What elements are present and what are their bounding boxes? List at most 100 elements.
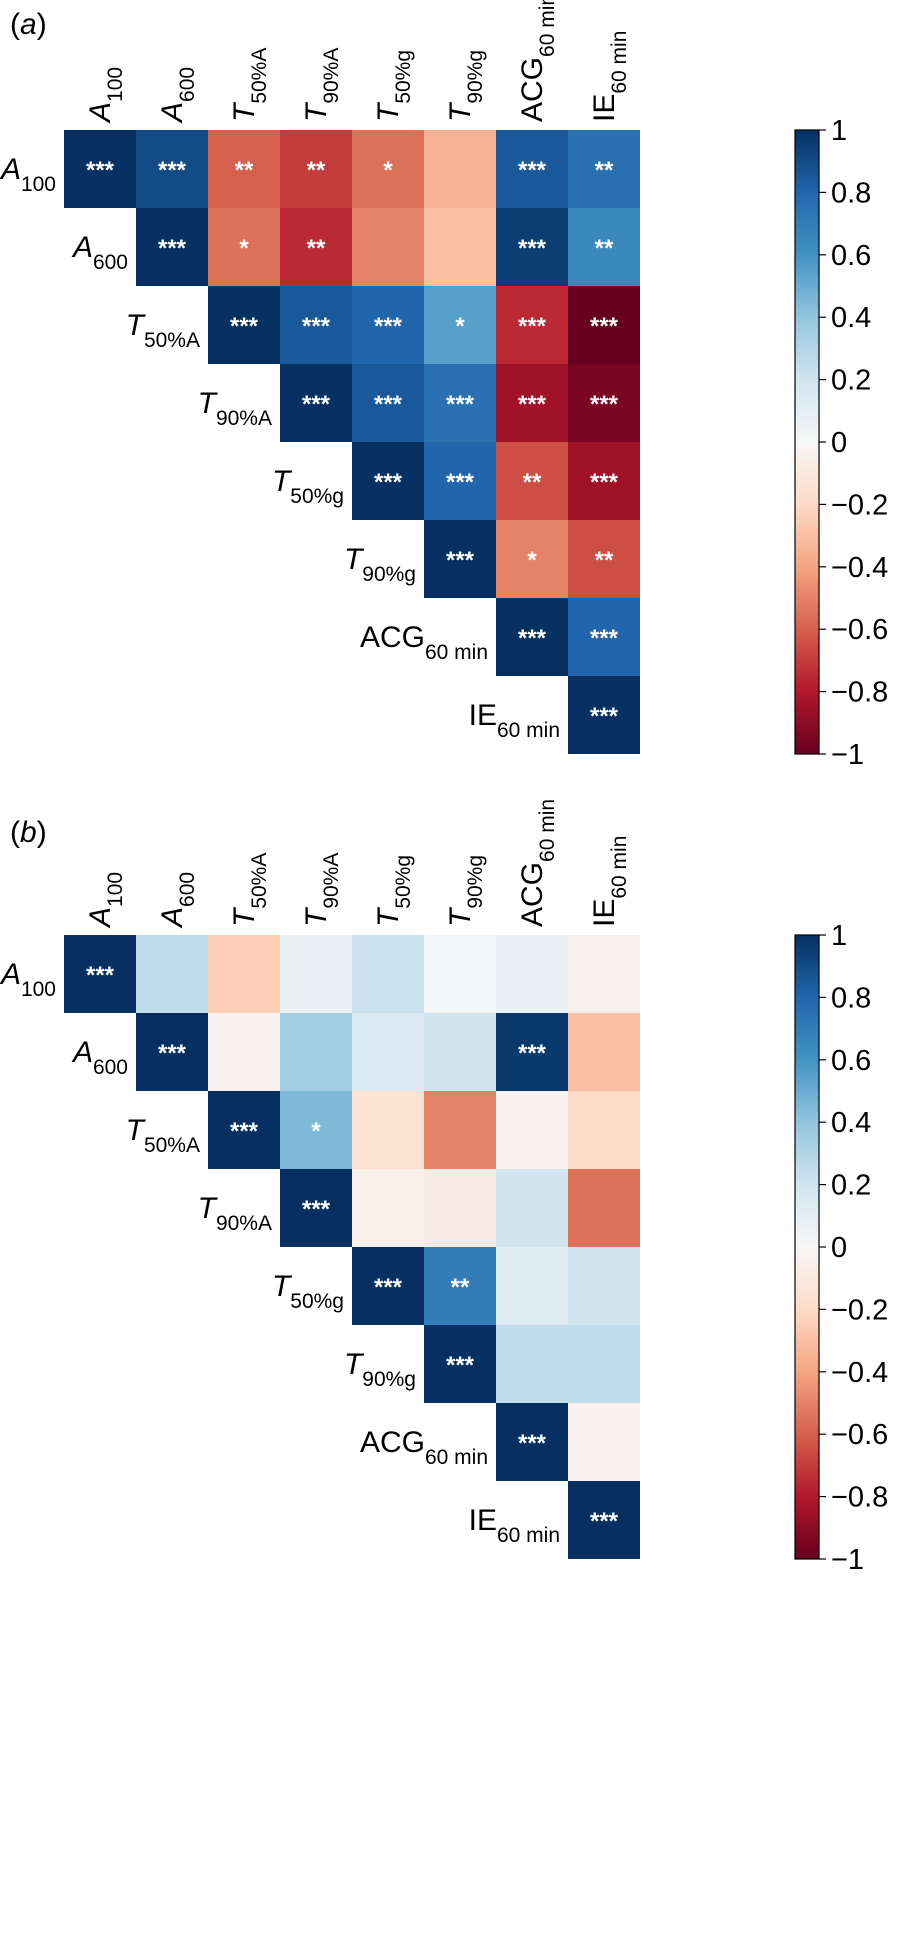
colorbar-tick-label: −0.2: [831, 489, 888, 521]
row-label: ACG60 min: [360, 1426, 488, 1469]
colorbar-tick-label: −1: [831, 1544, 864, 1576]
significance-stars: ***: [158, 157, 187, 184]
heatmap-cell: [568, 520, 640, 598]
significance-stars: ***: [590, 469, 619, 496]
colorbar-tick-label: 0.4: [831, 1107, 871, 1139]
row-label: T90%A: [198, 1192, 272, 1235]
heatmap-cell: [424, 364, 496, 442]
heatmap-cell: [568, 1013, 640, 1091]
heatmap-cell: [496, 442, 568, 520]
heatmap-cell: [568, 1325, 640, 1403]
colorbar-tick-label: 0.4: [831, 302, 871, 334]
colorbar-tick-label: 0.8: [831, 982, 871, 1014]
significance-stars: ***: [302, 313, 331, 340]
heatmap-cell: [424, 442, 496, 520]
row-label: A100: [0, 958, 56, 1001]
heatmap-cell: [208, 1091, 280, 1169]
heatmap-cell: [568, 286, 640, 364]
row-label: T50%A: [126, 1114, 200, 1157]
significance-stars: *: [455, 313, 465, 340]
heatmap-cell: [352, 1247, 424, 1325]
colorbar-tick-label: −0.2: [831, 1294, 888, 1326]
heatmap-cell: [496, 1403, 568, 1481]
significance-stars: *: [239, 235, 249, 262]
heatmap-cell: [352, 130, 424, 208]
heatmap-cell: [424, 208, 496, 286]
heatmap-cell: [208, 130, 280, 208]
row-label: T50%A: [126, 309, 200, 352]
colorbar-tick-label: −0.6: [831, 1419, 888, 1451]
heatmap-cell: [352, 442, 424, 520]
heatmap-cell: [136, 1013, 208, 1091]
heatmap-cell: [568, 364, 640, 442]
heatmap-cell: [568, 935, 640, 1013]
colorbar-tick-label: 0.2: [831, 365, 871, 397]
colorbar-tick-label: 0.6: [831, 1045, 871, 1077]
heatmap-cell: [352, 1169, 424, 1247]
heatmap-cell: [496, 1325, 568, 1403]
colorbar-tick-label: −0.6: [831, 614, 888, 646]
column-label: T90%A: [300, 853, 343, 927]
heatmap-cell: [208, 935, 280, 1013]
significance-stars: ***: [518, 313, 547, 340]
heatmap-cell: [352, 935, 424, 1013]
significance-stars: **: [307, 235, 326, 262]
heatmap-cell: [424, 130, 496, 208]
heatmap-cell: [496, 130, 568, 208]
row-label: A600: [71, 231, 128, 274]
heatmap-cell: [424, 1247, 496, 1325]
row-label: T90%g: [344, 543, 416, 586]
significance-stars: ***: [590, 391, 619, 418]
row-label: T50%g: [272, 465, 344, 508]
heatmap-cell: [568, 130, 640, 208]
heatmap-cell: [568, 1169, 640, 1247]
significance-stars: ***: [590, 313, 619, 340]
heatmap-cell: [568, 1247, 640, 1325]
significance-stars: **: [595, 235, 614, 262]
column-label: A100: [84, 67, 127, 124]
colorbar-tick-label: 0.6: [831, 240, 871, 272]
row-label: IE60 min: [469, 699, 560, 742]
significance-stars: **: [523, 469, 542, 496]
column-label: IE60 min: [588, 836, 631, 927]
significance-stars: ***: [518, 625, 547, 652]
heatmap-cell: [280, 935, 352, 1013]
heatmap-cell: [424, 935, 496, 1013]
significance-stars: **: [595, 547, 614, 574]
heatmap-cell: [496, 208, 568, 286]
heatmap-cell: [208, 208, 280, 286]
heatmap-cell: [496, 1247, 568, 1325]
heatmap-cell: [280, 130, 352, 208]
heatmap-cell: [352, 208, 424, 286]
colorbar-tick-label: −0.4: [831, 552, 888, 584]
heatmap-cell: [280, 1091, 352, 1169]
significance-stars: ***: [446, 1352, 475, 1379]
colorbar-tick-label: 0: [831, 427, 847, 459]
heatmap-cell: [352, 1013, 424, 1091]
row-label: A600: [71, 1036, 128, 1079]
heatmap-cell: [280, 286, 352, 364]
colorbar-tick-label: −1: [831, 739, 864, 771]
column-label: A600: [156, 872, 199, 929]
significance-stars: ***: [86, 157, 115, 184]
heatmap-cell: [352, 286, 424, 364]
heatmap-cell: [424, 1091, 496, 1169]
significance-stars: ***: [518, 1040, 547, 1067]
significance-stars: ***: [374, 469, 403, 496]
heatmap-cell: [280, 364, 352, 442]
significance-stars: *: [383, 157, 393, 184]
heatmap-cell: [568, 442, 640, 520]
heatmap-cell: [280, 1013, 352, 1091]
heatmap-cell: [568, 208, 640, 286]
significance-stars: ***: [518, 235, 547, 262]
heatmap-cell: [568, 1403, 640, 1481]
significance-stars: ***: [158, 1040, 187, 1067]
panel-a: (a)*** *** ** ** * *** ***** * ** *** ***** *** *** *…: [0, 0, 888, 771]
heatmap-cell: [424, 1013, 496, 1091]
heatmap-cell: [424, 286, 496, 364]
heatmap-cell: [424, 520, 496, 598]
heatmap-cell: [568, 598, 640, 676]
heatmap-cell: [496, 520, 568, 598]
column-label: ACG60 min: [516, 0, 559, 122]
panel-label: (a): [10, 8, 47, 41]
